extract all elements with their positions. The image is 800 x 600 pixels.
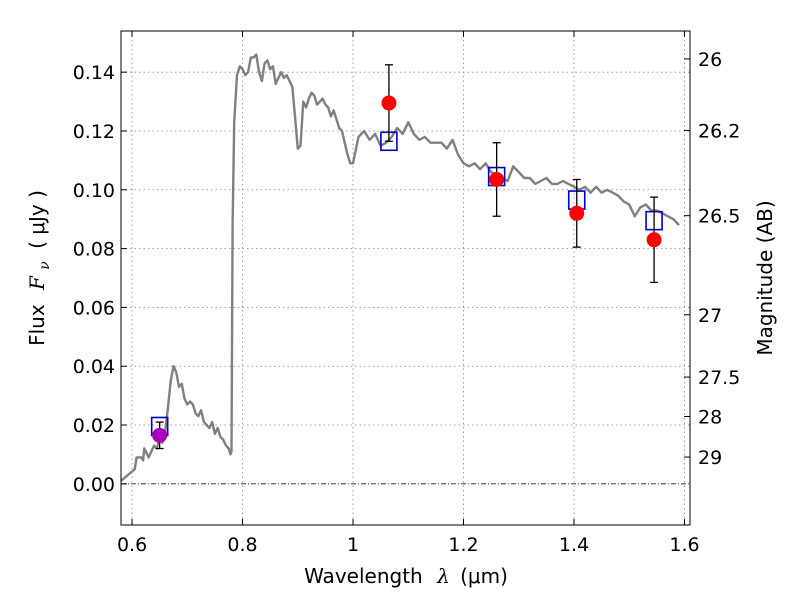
y2-tick-label: 26.2: [698, 120, 740, 142]
x-axis-label-symbol: λ: [436, 564, 450, 588]
x-axis-label-unit: (μm): [460, 564, 508, 588]
grid-layer: [121, 31, 690, 525]
observed-flux-point: [381, 95, 397, 111]
y2-tick-label: 27.5: [698, 367, 740, 389]
y2-tick-label: 27: [698, 305, 722, 327]
model-spectrum-line: [120, 53, 680, 482]
x-tick-label: 1.2: [448, 534, 478, 556]
y-tick-label: 0.10: [73, 180, 115, 202]
y2-tick-label: 26: [698, 49, 722, 71]
x-tick-label: 1: [347, 534, 359, 556]
y-axis-label-unit: ( μJy ): [25, 190, 49, 249]
y-axis-label-symbol: F: [25, 275, 49, 291]
y-axis-label-subscript: ν: [37, 261, 53, 270]
y2-tick-label: 28: [698, 406, 722, 428]
observed-flux-point: [489, 171, 505, 187]
y-axis-label: Flux F ν ( μJy ): [25, 190, 54, 346]
x-tick-label: 0.6: [117, 534, 147, 556]
series-layer: [120, 53, 680, 482]
y2-tick-label: 29: [698, 447, 722, 469]
ticks-layer: 0.6 0.8 1 1.2 1.4 1.6 0.00 0.02 0.04 0.06 0.08 0.10…: [73, 31, 740, 556]
observed-flux-point: [646, 232, 662, 248]
x-axis-label-text: Wavelength: [304, 564, 423, 588]
observed-flux-point: [569, 205, 585, 221]
y-tick-label: 0.08: [73, 239, 115, 261]
y-tick-label: 0.02: [73, 415, 115, 437]
y-tick-label: 0.14: [73, 62, 115, 84]
y-tick-label: 0.12: [73, 121, 115, 143]
plot-frame: [120, 30, 691, 526]
x-tick-label: 0.8: [227, 534, 257, 556]
y-tick-label: 0.00: [73, 474, 115, 496]
y-axis-label-text: Flux: [25, 304, 49, 346]
x-tick-label: 1.4: [559, 534, 589, 556]
x-tick-label: 1.6: [669, 534, 699, 556]
y2-axis-label: Magnitude (AB): [753, 200, 777, 355]
y-tick-label: 0.04: [73, 356, 115, 378]
x-axis-label: Wavelength λ (μm): [304, 564, 508, 588]
observed-flux-point: [152, 427, 168, 443]
y2-tick-label: 26.5: [698, 206, 740, 228]
y-tick-label: 0.06: [73, 297, 115, 319]
